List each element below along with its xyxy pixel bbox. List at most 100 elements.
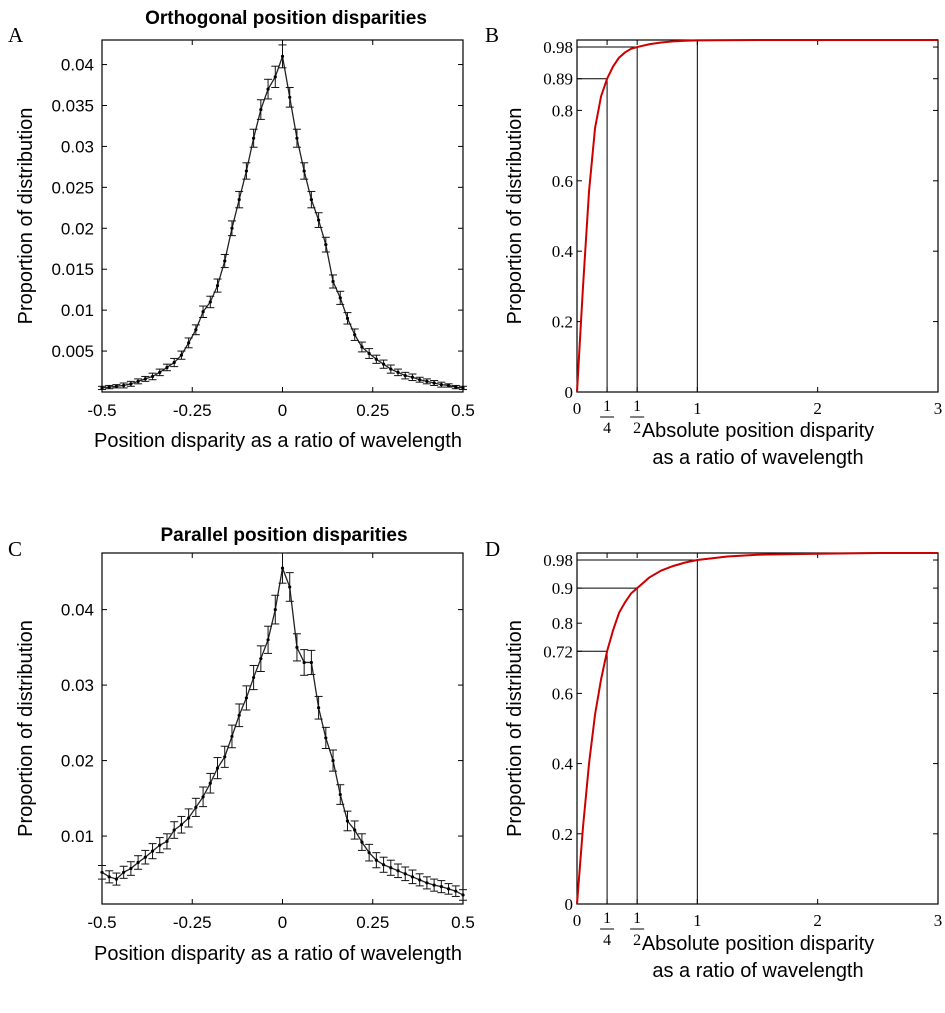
axes-box bbox=[101, 552, 464, 905]
error-bar bbox=[329, 749, 338, 772]
data-point bbox=[223, 259, 227, 263]
error-bar bbox=[242, 162, 251, 180]
y-tick-label: 0.025 bbox=[51, 178, 94, 197]
error-bar bbox=[278, 552, 287, 584]
error-bar bbox=[184, 337, 193, 349]
error-bar bbox=[213, 278, 222, 293]
data-point bbox=[389, 866, 393, 870]
y-tick-label: 0.6 bbox=[552, 172, 573, 191]
series bbox=[576, 552, 938, 905]
data-point bbox=[425, 379, 429, 383]
data-point bbox=[107, 385, 111, 389]
data-point bbox=[266, 87, 270, 91]
error-bar bbox=[444, 883, 453, 895]
data-point bbox=[432, 381, 436, 385]
error-bar bbox=[264, 78, 273, 100]
error-bar bbox=[365, 348, 374, 359]
x-axis-label: Position disparity as a ratio of wavelen… bbox=[94, 430, 462, 452]
axes-box bbox=[576, 39, 939, 393]
data-point bbox=[360, 345, 364, 349]
y-tick-label: 0.04 bbox=[61, 601, 94, 620]
error-bar bbox=[199, 305, 208, 319]
error-bar bbox=[105, 870, 114, 884]
x-tick-label: 1 bbox=[693, 399, 702, 418]
data-point bbox=[280, 54, 285, 58]
data-point bbox=[295, 136, 299, 140]
data-point bbox=[165, 839, 169, 843]
error-bar bbox=[307, 649, 316, 676]
data-point bbox=[418, 878, 422, 882]
error-bar bbox=[134, 855, 143, 870]
chart-title: Orthogonal position disparities bbox=[145, 8, 427, 29]
error-bar bbox=[191, 797, 200, 817]
fraction-numerator: 1 bbox=[633, 398, 641, 415]
data-point bbox=[309, 198, 313, 202]
panel-letter: A bbox=[8, 23, 24, 47]
error-bar bbox=[307, 190, 316, 209]
y-tick-label: 0.9 bbox=[552, 579, 573, 598]
fraction-denominator: 2 bbox=[633, 932, 641, 949]
data-point bbox=[396, 370, 400, 374]
data-point bbox=[143, 855, 147, 859]
error-bar bbox=[451, 885, 460, 897]
fraction-denominator: 4 bbox=[603, 932, 611, 949]
error-bar bbox=[162, 363, 171, 372]
data-point bbox=[288, 585, 292, 589]
error-bar bbox=[141, 375, 150, 382]
series-line bbox=[576, 552, 938, 905]
error-bar bbox=[321, 236, 330, 253]
data-point bbox=[201, 310, 205, 314]
data-point bbox=[244, 169, 248, 173]
y-axis-label: Proportion of distribution bbox=[15, 620, 37, 837]
x-tick-label: 0 bbox=[573, 911, 582, 930]
error-bar bbox=[314, 212, 323, 228]
data-point bbox=[215, 283, 220, 288]
error-bar bbox=[285, 572, 294, 602]
data-point bbox=[403, 374, 407, 378]
x-axis-label-line: as a ratio of wavelength bbox=[652, 447, 863, 469]
data-point bbox=[461, 893, 465, 897]
data-point bbox=[374, 858, 378, 862]
error-bar bbox=[437, 880, 446, 894]
data-point bbox=[150, 374, 155, 379]
error-bar bbox=[227, 724, 236, 749]
error-bar bbox=[177, 350, 186, 360]
x-tick-label-fraction: 14 bbox=[600, 910, 615, 949]
x-tick-label: 0.25 bbox=[356, 401, 389, 420]
error-bar bbox=[170, 821, 179, 839]
error-bar bbox=[365, 843, 374, 862]
x-tick-label: 3 bbox=[934, 911, 943, 930]
data-point bbox=[172, 360, 176, 365]
data-point bbox=[396, 869, 400, 873]
data-point bbox=[338, 792, 342, 797]
fraction-numerator: 1 bbox=[603, 398, 611, 415]
error-bar bbox=[112, 384, 121, 389]
x-tick-label-fraction: 12 bbox=[630, 910, 645, 949]
data-point bbox=[381, 362, 386, 366]
data-point bbox=[439, 383, 443, 387]
data-point bbox=[338, 296, 342, 300]
data-point bbox=[273, 608, 277, 612]
data-point bbox=[280, 566, 285, 570]
error-bar bbox=[379, 856, 388, 873]
error-bar bbox=[119, 382, 128, 389]
data-point bbox=[122, 383, 126, 388]
x-tick-label: 2 bbox=[813, 911, 822, 930]
x-tick-label: 0.25 bbox=[356, 913, 389, 932]
y-tick-label: 0.02 bbox=[61, 752, 94, 771]
y-axis-label: Proportion of distribution bbox=[15, 108, 37, 325]
error-bar bbox=[285, 86, 294, 108]
y-tick-label: 0.98 bbox=[543, 551, 573, 570]
data-point bbox=[302, 169, 306, 173]
error-bar bbox=[437, 381, 446, 388]
data-point bbox=[403, 872, 407, 876]
data-point bbox=[100, 386, 104, 390]
data-point bbox=[389, 367, 393, 371]
data-point bbox=[446, 887, 451, 891]
data-point bbox=[446, 383, 451, 388]
series bbox=[576, 39, 938, 393]
data-point bbox=[353, 333, 357, 337]
error-bar bbox=[379, 359, 388, 369]
